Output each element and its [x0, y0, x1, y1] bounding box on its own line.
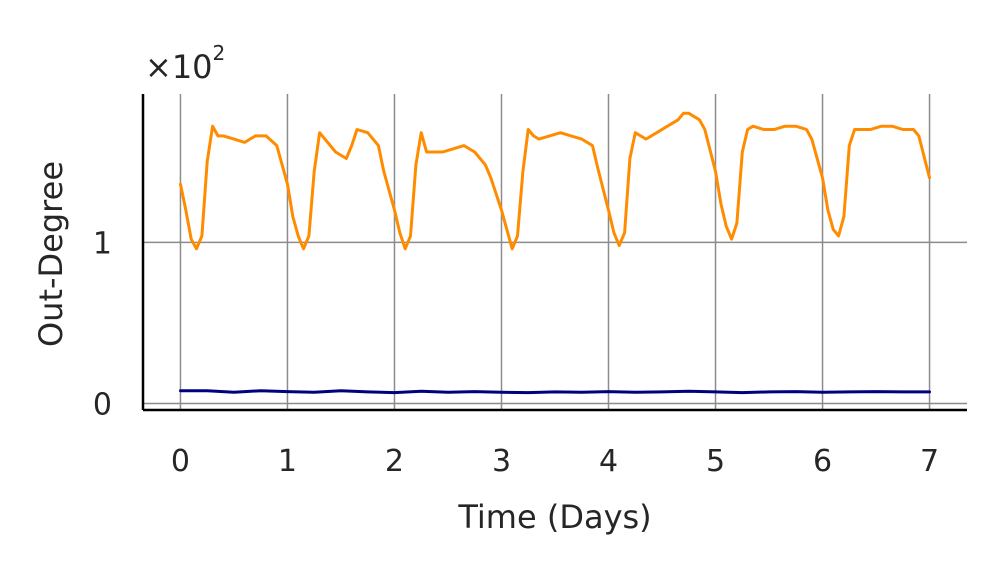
- grid-lines: [143, 94, 967, 410]
- series-lines: [179, 111, 931, 395]
- y-tick-label-0: 0: [93, 388, 112, 423]
- x-tick-label-4: 4: [599, 444, 618, 479]
- x-tick-label-2: 2: [385, 444, 404, 479]
- x-tick-label-7: 7: [920, 444, 939, 479]
- y-multiplier-exponent: 2: [213, 41, 226, 65]
- x-tick-label-1: 1: [278, 444, 297, 479]
- y-axis-label: Out-Degree: [32, 161, 70, 347]
- series-line-2: [179, 389, 931, 395]
- x-tick-label-5: 5: [706, 444, 725, 479]
- x-tick-label-6: 6: [813, 444, 832, 479]
- y-axis-multiplier: ×102: [145, 41, 225, 86]
- y-tick-labels: 01: [93, 226, 112, 422]
- series-line-1: [179, 111, 931, 251]
- x-tick-label-3: 3: [492, 444, 511, 479]
- x-tick-labels: 0 1 2 3 4 5 6 7: [171, 444, 939, 479]
- x-axis-label: Time (Days): [457, 498, 651, 536]
- y-tick-label-1: 1: [93, 226, 112, 261]
- y-multiplier-base: ×10: [145, 48, 213, 86]
- x-tick-label-0: 0: [171, 444, 190, 479]
